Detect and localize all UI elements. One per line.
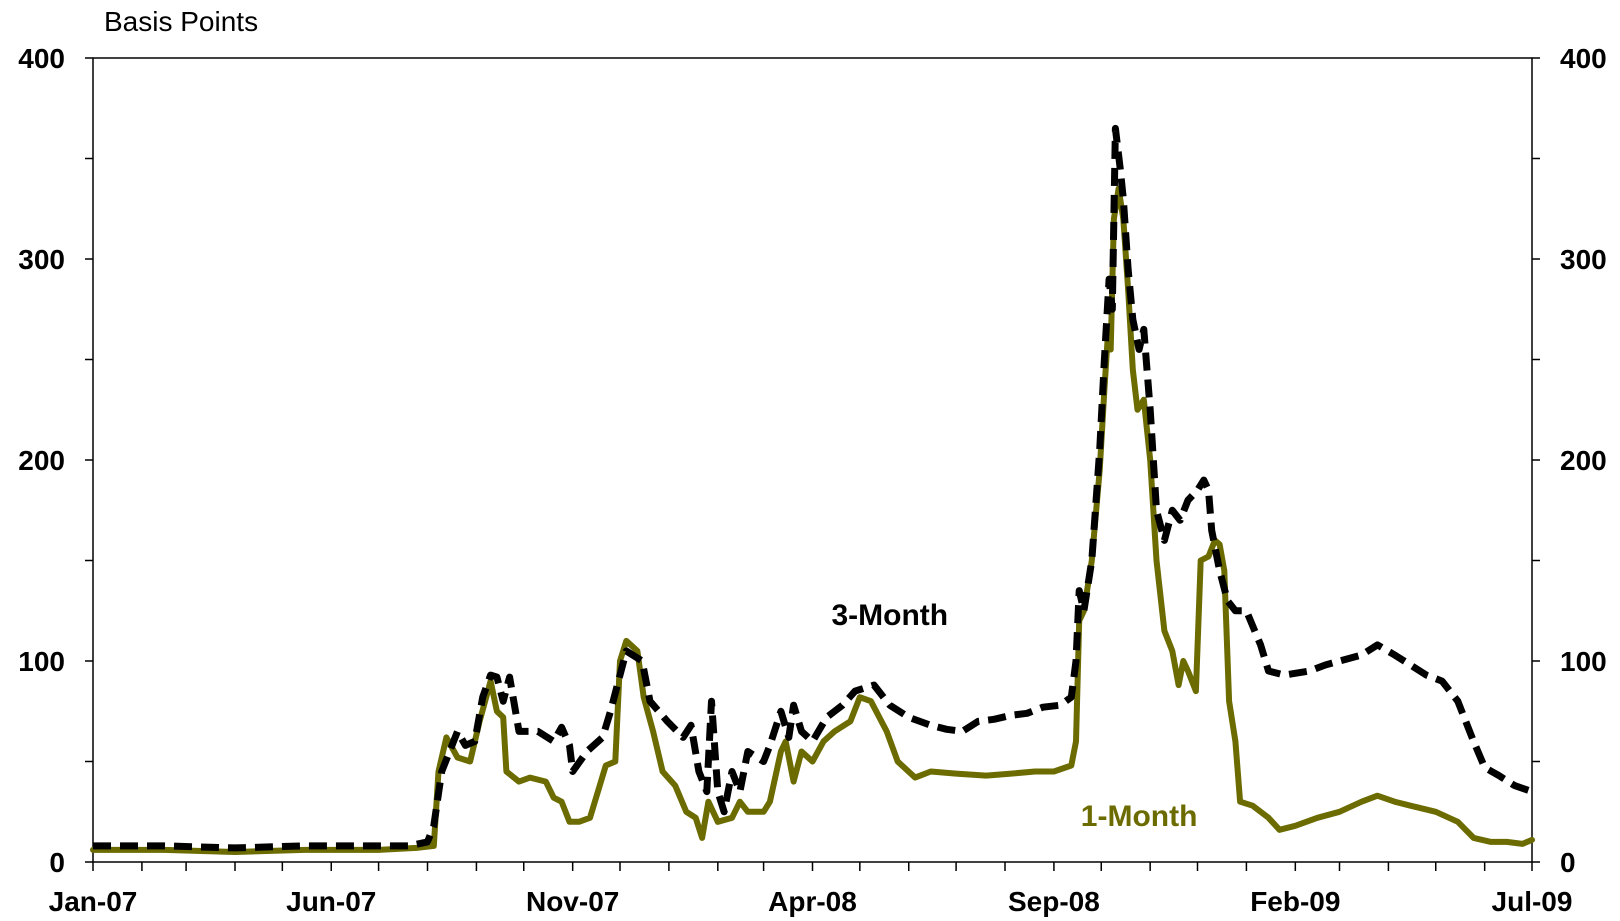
left-tick-label: 0	[49, 847, 65, 878]
x-tick-label: Apr-08	[768, 886, 857, 917]
x-tick-label: Feb-09	[1250, 886, 1340, 917]
x-tick-label: Sep-08	[1008, 886, 1100, 917]
x-tick-label: Jan-07	[49, 886, 138, 917]
right-tick-label: 400	[1560, 43, 1607, 74]
plot-frame	[92, 57, 1533, 863]
x-tick-label: Nov-07	[526, 886, 619, 917]
series-3-month-line	[93, 124, 1534, 852]
left-tick-label: 200	[18, 445, 65, 476]
x-axis: Jan-07 Jun-07 Nov-07 Apr-08 Sep-08 Feb-09 Jul-…	[49, 862, 1573, 917]
label-1-month: 1-Month	[1081, 800, 1198, 833]
left-y-axis: 0 100 200 300 400	[18, 43, 93, 878]
right-y-axis: 0 100 200 300 400	[1532, 43, 1607, 878]
series-1-month-line	[90, 185, 1535, 855]
left-tick-label: 100	[18, 646, 65, 677]
left-tick-label: 400	[18, 43, 65, 74]
plot-border	[92, 57, 1533, 863]
right-tick-label: 0	[1560, 847, 1576, 878]
right-tick-label: 100	[1560, 646, 1607, 677]
label-3-month: 3-Month	[831, 599, 948, 632]
right-tick-label: 200	[1560, 445, 1607, 476]
right-tick-label: 300	[1560, 244, 1607, 275]
annotation-layer: 3-Month 1-Month	[831, 599, 1197, 833]
series-layer	[90, 124, 1535, 855]
y-axis-title: Basis Points	[104, 6, 258, 37]
left-tick-label: 300	[18, 244, 65, 275]
x-tick-label: Jun-07	[286, 886, 376, 917]
x-tick-label: Jul-09	[1492, 886, 1573, 917]
